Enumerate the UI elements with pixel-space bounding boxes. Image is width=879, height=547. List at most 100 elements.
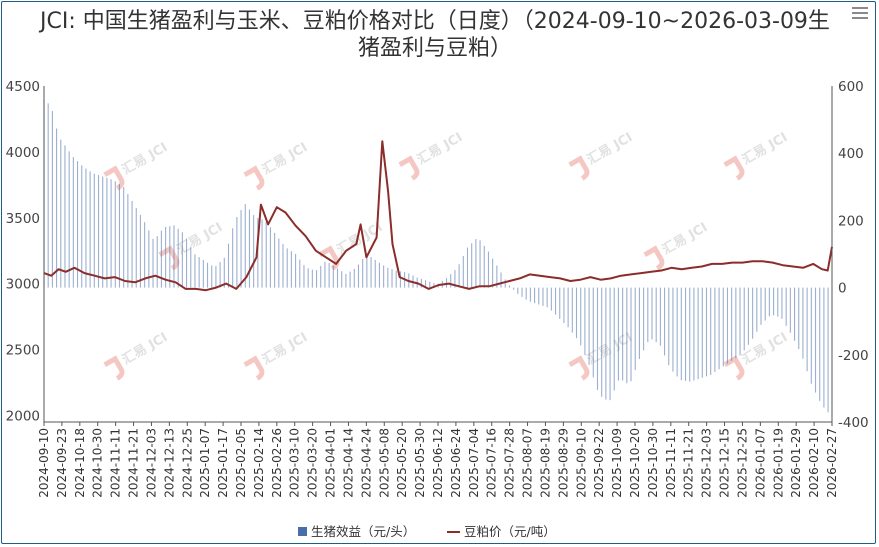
profit-bar bbox=[332, 265, 334, 288]
x-tick-label: 2024-10-30 bbox=[91, 428, 105, 498]
x-tick-label: 2025-01-07 bbox=[198, 428, 212, 498]
profit-bar bbox=[571, 287, 573, 333]
profit-bar bbox=[341, 271, 343, 288]
watermark-text: 汇易 JCI bbox=[260, 330, 311, 368]
profit-bar bbox=[232, 228, 234, 288]
profit-bar bbox=[328, 262, 330, 288]
watermark-logo bbox=[723, 355, 745, 381]
x-tick-label: 2025-10-30 bbox=[646, 428, 660, 498]
y-right-tick-label: -400 bbox=[838, 415, 869, 431]
profit-bar bbox=[215, 266, 217, 288]
profit-bar bbox=[580, 287, 582, 346]
profit-bar bbox=[810, 287, 812, 384]
profit-bar bbox=[114, 181, 116, 288]
x-tick-label: 2025-12-03 bbox=[700, 428, 714, 498]
profit-bar bbox=[47, 103, 49, 288]
profit-bar bbox=[286, 248, 288, 288]
watermark-text: 汇易 JCI bbox=[120, 330, 171, 368]
profit-bar bbox=[773, 287, 775, 316]
profit-bar bbox=[814, 287, 817, 393]
y-left-tick-label: 3500 bbox=[6, 211, 40, 227]
y-left-tick-label: 3000 bbox=[6, 277, 40, 293]
x-tick-label: 2024-11-21 bbox=[127, 428, 141, 498]
y-right-tick-label: 400 bbox=[838, 146, 864, 162]
profit-bar bbox=[425, 280, 427, 288]
profit-bar bbox=[173, 225, 175, 288]
x-tick-label: 2025-01-17 bbox=[216, 428, 230, 498]
profit-bar bbox=[492, 258, 494, 288]
y-left-tick-label: 2000 bbox=[6, 408, 40, 424]
legend: 生猪效益（元/头） 豆粕价（元/吨） bbox=[298, 524, 556, 539]
profit-bar bbox=[483, 245, 485, 288]
profit-bar bbox=[165, 226, 167, 288]
profit-bar bbox=[345, 273, 347, 288]
y-left-tick-label: 2500 bbox=[6, 343, 40, 359]
watermark: 汇易 JCI bbox=[103, 330, 171, 381]
chart-menu-icon[interactable] bbox=[852, 7, 868, 21]
x-tick-label: 2026-02-10 bbox=[807, 428, 821, 498]
profit-bar bbox=[676, 287, 678, 377]
x-tick-label: 2025-07-16 bbox=[485, 428, 499, 498]
profit-bar bbox=[56, 128, 58, 288]
profit-bar bbox=[253, 215, 255, 288]
profit-bar bbox=[353, 268, 355, 288]
profit-bar bbox=[311, 269, 313, 288]
profit-bar bbox=[429, 281, 431, 288]
profit-bar bbox=[479, 240, 481, 288]
watermark: 汇易 JCI bbox=[643, 220, 710, 271]
profit-bar bbox=[609, 287, 611, 401]
profit-bar bbox=[768, 287, 770, 317]
profit-bar bbox=[51, 111, 53, 288]
x-tick-label: 2024-09-23 bbox=[55, 428, 69, 498]
profit-bar bbox=[240, 210, 242, 288]
watermark-logo bbox=[398, 155, 420, 181]
profit-bar bbox=[475, 239, 477, 288]
y-right-tick-label: -200 bbox=[838, 348, 869, 364]
profit-bar bbox=[617, 287, 619, 381]
profit-bar bbox=[718, 287, 720, 370]
soymeal-price-line bbox=[43, 140, 833, 292]
x-tick-label: 2024-11-11 bbox=[109, 428, 123, 498]
x-tick-label: 2025-10-20 bbox=[628, 428, 642, 498]
chart-title: JCI: 中国生猪盈利与玉米、豆粕价格对比（日度）（2024-09-10~202… bbox=[40, 9, 830, 61]
profit-bar bbox=[823, 287, 825, 408]
profit-bar bbox=[538, 287, 540, 305]
profit-bar bbox=[668, 287, 670, 366]
profit-bar bbox=[504, 279, 506, 288]
profit-bar bbox=[601, 287, 603, 397]
profit-bar bbox=[664, 287, 666, 356]
watermark-logo bbox=[103, 165, 125, 191]
x-tick-label: 2025-04-01 bbox=[324, 428, 338, 498]
x-tick-label: 2024-10-18 bbox=[73, 428, 87, 498]
profit-bar bbox=[672, 287, 674, 372]
profit-bar bbox=[806, 287, 808, 372]
watermark-logo bbox=[723, 155, 745, 181]
y-right-tick-label: 600 bbox=[838, 79, 864, 95]
legend-label-soymeal: 豆粕价（元/吨） bbox=[464, 524, 556, 539]
profit-bar bbox=[613, 287, 615, 391]
y-right-tick-label: 0 bbox=[838, 281, 847, 297]
legend-swatch-profit bbox=[298, 527, 307, 536]
profit-bar bbox=[362, 258, 364, 288]
watermark-logo bbox=[568, 155, 590, 181]
profit-bar bbox=[370, 257, 372, 288]
watermark-logo bbox=[243, 355, 265, 381]
watermark: 汇易 JCI bbox=[243, 330, 311, 381]
profit-bar bbox=[722, 287, 724, 367]
profit-bar bbox=[89, 171, 91, 288]
profit-bar bbox=[785, 287, 787, 326]
profit-bar bbox=[148, 230, 150, 288]
profit-bar bbox=[399, 271, 401, 288]
x-tick-label: 2025-07-28 bbox=[503, 428, 517, 498]
profit-bar bbox=[466, 247, 469, 288]
profit-bar bbox=[487, 251, 490, 288]
y-right-tick-label: 200 bbox=[838, 213, 864, 229]
watermark: 汇易 JCI bbox=[398, 130, 465, 181]
x-tick-label: 2026-01-07 bbox=[753, 428, 767, 498]
profit-bar bbox=[202, 259, 204, 288]
y-left-tick-label: 4500 bbox=[6, 79, 40, 95]
profit-bar bbox=[274, 232, 276, 288]
profit-bar bbox=[659, 287, 661, 346]
profit-bar bbox=[206, 262, 209, 288]
